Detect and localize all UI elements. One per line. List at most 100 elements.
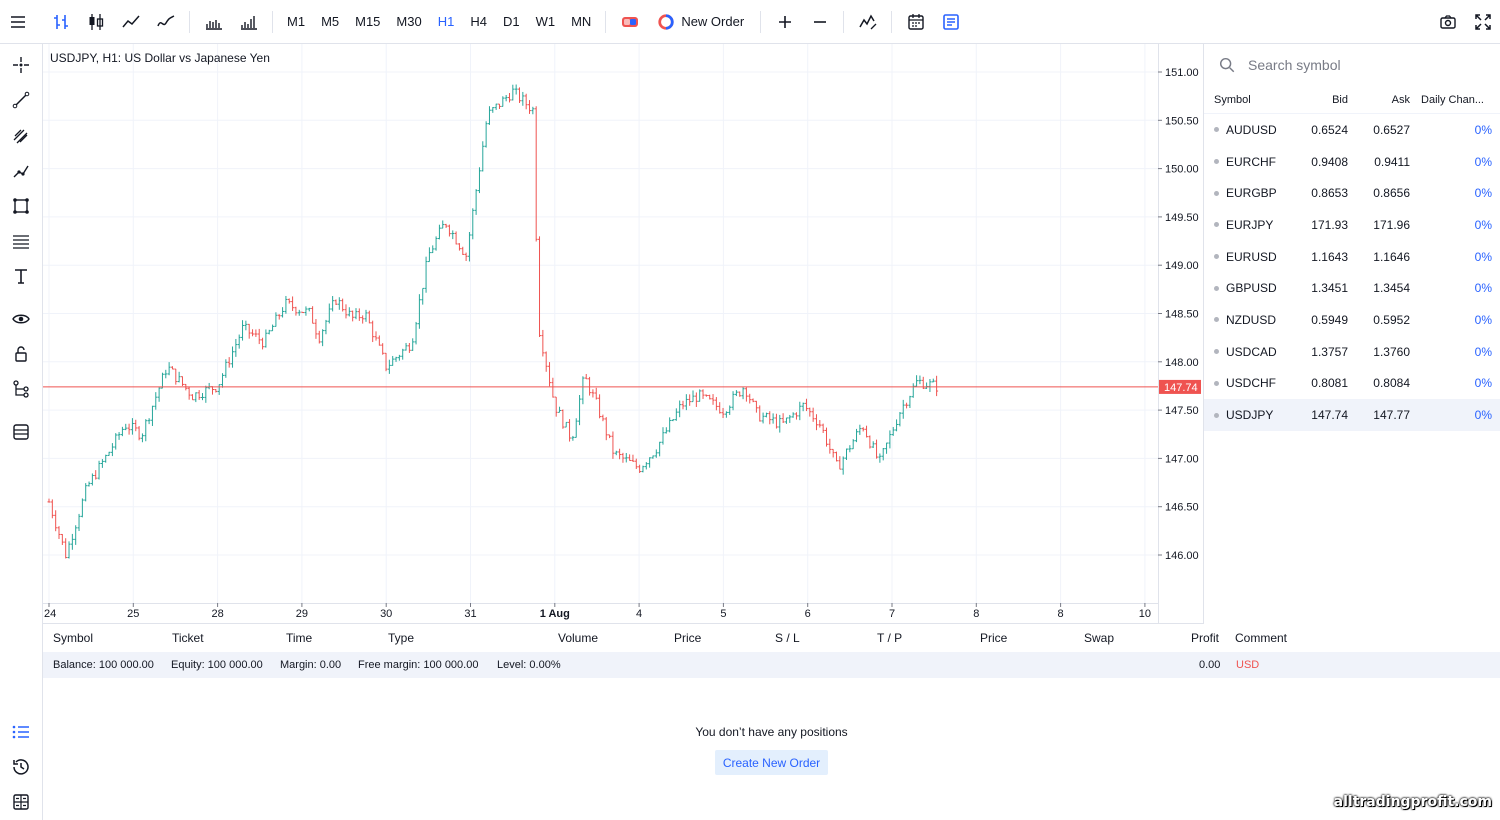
screenshot-icon[interactable] bbox=[1430, 0, 1465, 44]
candle bbox=[407, 342, 411, 353]
one-click-trading-icon[interactable] bbox=[612, 0, 647, 44]
timeframe-mn[interactable]: MN bbox=[571, 14, 592, 29]
area-chart-icon[interactable] bbox=[148, 0, 183, 44]
header-symbol[interactable]: Symbol bbox=[1214, 93, 1251, 106]
candle bbox=[704, 394, 708, 397]
calendar-icon[interactable] bbox=[898, 0, 933, 44]
database-icon[interactable] bbox=[6, 417, 36, 447]
timeframe-m30[interactable]: M30 bbox=[396, 14, 422, 29]
watchlist-row-eurgbp[interactable]: EURGBP 0.8653 0.8656 0% bbox=[1204, 177, 1500, 209]
create-new-order-button[interactable]: Create New Order bbox=[715, 750, 828, 775]
watchlist-row-usdjpy[interactable]: USDJPY 147.74 147.77 0% bbox=[1204, 399, 1500, 431]
candle bbox=[487, 106, 491, 125]
col-time[interactable]: Time bbox=[286, 631, 313, 645]
col-ticket[interactable]: Ticket bbox=[172, 631, 204, 645]
candle bbox=[528, 100, 532, 114]
col-profit[interactable]: Profit bbox=[1191, 631, 1220, 645]
y-tick-label: 149.50 bbox=[1165, 212, 1199, 224]
candle bbox=[454, 231, 458, 245]
news-icon[interactable] bbox=[933, 0, 968, 44]
search-symbol-input[interactable]: Search symbol bbox=[1204, 44, 1500, 86]
col-symbol[interactable]: Symbol bbox=[53, 631, 94, 645]
timeframe-m15[interactable]: M15 bbox=[355, 14, 381, 29]
header-daily-change[interactable]: Daily Chan... bbox=[1421, 93, 1484, 106]
candle bbox=[57, 526, 61, 539]
y-tick-label: 150.50 bbox=[1165, 115, 1199, 127]
timeframe-d1[interactable]: D1 bbox=[502, 14, 520, 29]
header-ask[interactable]: Ask bbox=[1391, 93, 1410, 106]
candles-icon[interactable] bbox=[78, 0, 113, 44]
candle bbox=[901, 399, 905, 419]
candle bbox=[648, 457, 652, 468]
lock-icon[interactable] bbox=[6, 339, 36, 369]
col-price[interactable]: Price bbox=[674, 631, 702, 645]
candle bbox=[905, 402, 909, 409]
price-chart[interactable]: 151.00 150.50 150.00 149.50 149.00 148.50 148.… bbox=[43, 44, 1203, 624]
watchlist-row-usdchf[interactable]: USDCHF 0.8081 0.8084 0% bbox=[1204, 368, 1500, 400]
candle bbox=[417, 294, 421, 329]
timeframe-h1[interactable]: H1 bbox=[437, 14, 455, 29]
zoom-out-icon[interactable] bbox=[802, 0, 837, 44]
indicator-add-icon[interactable] bbox=[850, 0, 885, 44]
candle bbox=[624, 452, 628, 463]
timeframe-m5[interactable]: M5 bbox=[321, 14, 340, 29]
text-icon[interactable] bbox=[6, 261, 36, 291]
crosshair-icon[interactable] bbox=[6, 50, 36, 80]
volume-icon[interactable] bbox=[196, 0, 231, 44]
candle bbox=[387, 359, 391, 374]
col-type[interactable]: Type bbox=[388, 631, 415, 645]
horizontal-lines-icon[interactable] bbox=[6, 226, 36, 256]
eye-icon[interactable] bbox=[6, 304, 36, 334]
fullscreen-icon[interactable] bbox=[1465, 0, 1500, 44]
row-ask: 1.3760 bbox=[1373, 344, 1410, 359]
indicators-icon[interactable] bbox=[231, 0, 266, 44]
watchlist-row-gbpusd[interactable]: GBPUSD 1.3451 1.3454 0% bbox=[1204, 272, 1500, 304]
header-bid[interactable]: Bid bbox=[1332, 93, 1348, 106]
watchlist-row-eurusd[interactable]: EURUSD 1.1643 1.1646 0% bbox=[1204, 241, 1500, 273]
timeframe-m1[interactable]: M1 bbox=[287, 14, 306, 29]
bar-chart-icon[interactable] bbox=[43, 0, 78, 44]
trend-line-icon[interactable] bbox=[6, 85, 36, 115]
candle bbox=[154, 392, 158, 410]
watchlist-row-nzdusd[interactable]: NZDUSD 0.5949 0.5952 0% bbox=[1204, 304, 1500, 336]
positions-list-icon[interactable] bbox=[6, 717, 36, 747]
symbol-name: AUDUSD bbox=[1226, 122, 1277, 137]
line-chart-icon[interactable] bbox=[113, 0, 148, 44]
chart-canvas[interactable]: 151.00 150.50 150.00 149.50 149.00 148.50 148.… bbox=[43, 44, 1203, 624]
menu-icon[interactable] bbox=[0, 0, 35, 44]
col-tp[interactable]: T / P bbox=[877, 631, 903, 645]
pattern-icon[interactable] bbox=[6, 156, 36, 186]
col-sl[interactable]: S / L bbox=[775, 631, 800, 645]
shapes-icon[interactable] bbox=[6, 191, 36, 221]
watchlist-row-eurchf[interactable]: EURCHF 0.9408 0.9411 0% bbox=[1204, 146, 1500, 178]
candle bbox=[634, 458, 638, 469]
candle bbox=[601, 414, 605, 422]
col-comment[interactable]: Comment bbox=[1235, 631, 1288, 645]
candle bbox=[414, 321, 418, 345]
new-order-button[interactable]: New Order bbox=[647, 0, 754, 44]
candle bbox=[604, 417, 608, 441]
watchlist-row-audusd[interactable]: AUDUSD 0.6524 0.6527 0% bbox=[1204, 114, 1500, 146]
zoom-in-icon[interactable] bbox=[767, 0, 802, 44]
watchlist-row-usdcad[interactable]: USDCAD 1.3757 1.3760 0% bbox=[1204, 336, 1500, 368]
history-icon[interactable] bbox=[6, 752, 36, 782]
col-swap[interactable]: Swap bbox=[1084, 631, 1115, 645]
candle bbox=[371, 320, 375, 343]
y-tick-label: 151.00 bbox=[1165, 67, 1199, 79]
new-order-icon bbox=[658, 13, 674, 30]
col-current-price[interactable]: Price bbox=[980, 631, 1008, 645]
candle bbox=[97, 460, 101, 480]
candle bbox=[885, 442, 889, 454]
candle bbox=[714, 397, 718, 411]
fib-lines-icon[interactable] bbox=[6, 121, 36, 151]
candle bbox=[644, 462, 648, 470]
timeframe-w1[interactable]: W1 bbox=[535, 14, 556, 29]
y-tick-label: 148.50 bbox=[1165, 309, 1199, 321]
journal-icon[interactable] bbox=[6, 787, 36, 817]
object-tree-icon[interactable] bbox=[6, 374, 36, 404]
watchlist-row-eurjpy[interactable]: EURJPY 171.93 171.96 0% bbox=[1204, 209, 1500, 241]
candle bbox=[207, 382, 211, 390]
timeframe-h4[interactable]: H4 bbox=[470, 14, 487, 29]
candle bbox=[641, 465, 645, 473]
col-volume[interactable]: Volume bbox=[558, 631, 599, 645]
